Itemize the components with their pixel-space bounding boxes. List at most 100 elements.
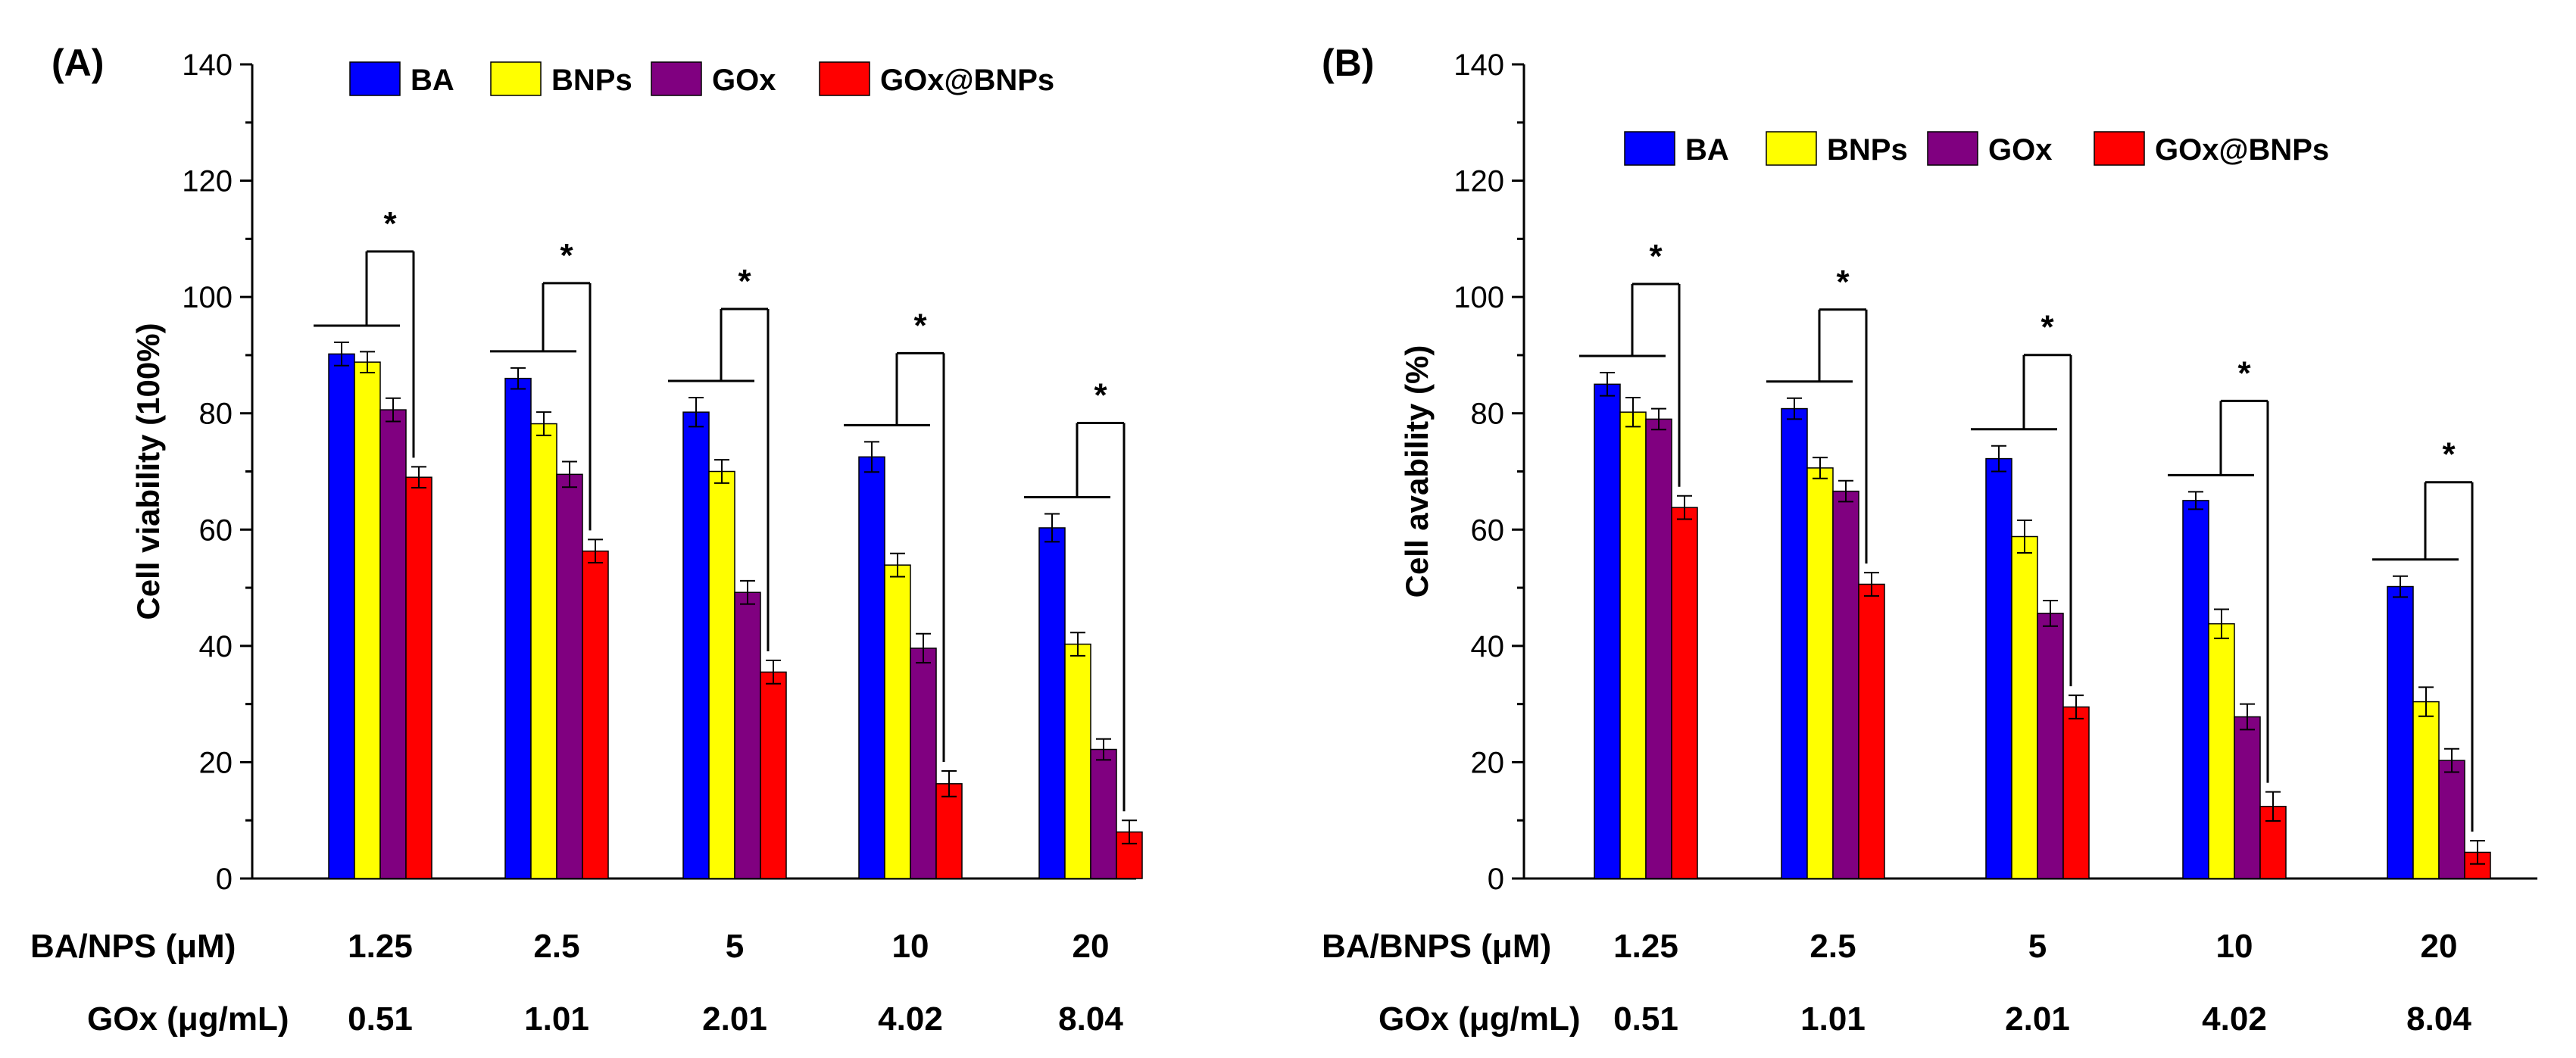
panel-a-row-label-conc: BA/NPS (μM) xyxy=(30,928,236,965)
panel-a-legend-label: BNPs xyxy=(551,64,632,97)
panel-a-y-tick-label: 20 xyxy=(199,746,233,779)
panel-a-sig-star: * xyxy=(560,237,573,274)
panel-a-legend-label: GOx@BNPs xyxy=(880,64,1054,97)
panel-b-gox-value: 4.02 xyxy=(2202,1000,2267,1038)
panel-b-sig-star: * xyxy=(1836,264,1850,301)
panel-a-gox-value: 4.02 xyxy=(878,1000,943,1038)
panel-a-row-label-gox: GOx (μg/mL) xyxy=(87,1000,289,1038)
panel-a-legend-label: BA xyxy=(411,64,454,97)
panel-a-bar-ba xyxy=(504,377,532,879)
panel-b-y-tick-label: 80 xyxy=(1471,398,1505,431)
panel-b-x-tick-label: 2.5 xyxy=(1809,928,1856,965)
panel-b-x-tick-label: 10 xyxy=(2216,928,2253,965)
panel-b-x-tick-label: 20 xyxy=(2421,928,2458,965)
panel-a-legend-swatch-ba xyxy=(349,61,401,96)
panel-a-bar-gox-at-bnps xyxy=(760,671,787,879)
panel-a-y-tick-label: 60 xyxy=(199,513,233,547)
panel-b-bar-ba xyxy=(1594,383,1621,879)
panel-b-bar-gox xyxy=(2037,613,2064,879)
panel-a-label: (A) xyxy=(52,42,104,84)
panel-a-bar-ba xyxy=(682,411,710,879)
panel-a-x-tick-label: 2.5 xyxy=(533,928,579,965)
panel-a-gox-value: 0.51 xyxy=(348,1000,413,1038)
panel-b-legend-label: BNPs xyxy=(1827,133,1908,167)
panel-a-bar-ba xyxy=(1038,527,1066,879)
panel-b-x-tick-label: 1.25 xyxy=(1613,928,1678,965)
panel-b-y-tick-label: 120 xyxy=(1453,165,1504,198)
panel-a-bar-gox xyxy=(1090,748,1117,879)
panel-a-sig-star: * xyxy=(738,263,751,300)
panel-b-gox-value: 0.51 xyxy=(1613,1000,1678,1038)
panel-a-y-tick-label: 140 xyxy=(182,48,233,82)
panel-b-gox-value: 8.04 xyxy=(2406,1000,2471,1038)
panel-a-y-axis-label: Cell viability (100%) xyxy=(130,323,166,620)
panel-a-bar-gox-at-bnps xyxy=(405,476,432,879)
panel-b-y-tick-label: 40 xyxy=(1471,630,1505,663)
panel-a-bar-gox xyxy=(734,591,761,879)
panel-b-bar-bnps xyxy=(1806,467,1834,879)
panel-b-bar-bnps xyxy=(2011,535,2038,879)
panel-b-legend-label: BA xyxy=(1685,133,1729,167)
panel-b-bar-ba xyxy=(1985,457,2012,879)
panel-b-y-axis-label: Cell avability (%) xyxy=(1399,345,1435,598)
panel-a-sig-star: * xyxy=(1094,377,1107,414)
panel-b-bar-ba xyxy=(2387,585,2414,879)
panel-b-y-tick-label: 100 xyxy=(1453,281,1504,314)
panel-a-x-tick-label: 1.25 xyxy=(348,928,413,965)
panel-b-row-label-gox: GOx (μg/mL) xyxy=(1379,1000,1580,1038)
panel-b-y-tick-label: 20 xyxy=(1471,746,1505,779)
panel-b-legend-swatch-gox-at-bnps xyxy=(2094,131,2145,166)
panel-b-bar-bnps xyxy=(2412,701,2440,879)
panel-a-bar-ba xyxy=(858,456,885,879)
panel-a-bar-bnps xyxy=(530,423,557,879)
panel-a-bar-gox xyxy=(910,648,937,879)
panel-a-y-tick-label: 80 xyxy=(199,398,233,431)
panel-a-gox-value: 1.01 xyxy=(524,1000,589,1038)
panel-b-y-tick-label: 0 xyxy=(1488,863,1504,896)
panel-b-bar-gox xyxy=(1645,418,1672,879)
panel-a-legend-swatch-gox xyxy=(651,61,702,96)
panel-b-bar-ba xyxy=(2182,500,2209,879)
panel-b-sig-star: * xyxy=(1649,238,1663,275)
panel-a-bar-bnps xyxy=(1064,643,1091,879)
panel-b-legend-label: GOx@BNPs xyxy=(2155,133,2329,167)
panel-a-bar-gox-at-bnps xyxy=(935,783,963,879)
panel-b-legend-swatch-gox xyxy=(1927,131,1978,166)
panel-a-x-tick-label: 20 xyxy=(1073,928,1110,965)
panel-b-gox-value: 2.01 xyxy=(2005,1000,2070,1038)
panel-a-sig-star: * xyxy=(383,205,397,242)
panel-b-legend-swatch-bnps xyxy=(1766,131,1817,166)
panel-b-sig-star: * xyxy=(2442,436,2456,473)
panel-b-y-tick-label: 140 xyxy=(1453,48,1504,82)
panel-b-bar-gox xyxy=(2438,760,2465,879)
panel-a-y-tick-label: 120 xyxy=(182,165,233,198)
panel-a-gox-value: 8.04 xyxy=(1058,1000,1123,1038)
panel-b-bar-gox xyxy=(1832,490,1859,879)
panel-a-bar-gox xyxy=(556,473,583,879)
panel-b-legend-label: GOx xyxy=(1988,133,2052,167)
panel-b-sig-star: * xyxy=(2237,354,2251,392)
panel-a-legend-swatch-bnps xyxy=(490,61,542,96)
panel-a-bar-bnps xyxy=(884,564,911,879)
panel-a-sig-star: * xyxy=(913,307,927,344)
panel-b-bar-gox xyxy=(2234,716,2261,879)
panel-a-bar-bnps xyxy=(708,470,735,879)
panel-b-row-label-conc: BA/BNPS (μM) xyxy=(1322,928,1551,965)
panel-b-bar-gox-at-bnps xyxy=(1671,507,1698,879)
panel-a-y-tick-label: 0 xyxy=(216,863,233,896)
panel-b-gox-value: 1.01 xyxy=(1800,1000,1866,1038)
panel-b-bar-gox-at-bnps xyxy=(1858,583,1885,879)
panel-a-y-tick-label: 100 xyxy=(182,281,233,314)
panel-b-x-tick-label: 5 xyxy=(2028,928,2047,965)
panel-b-bar-gox-at-bnps xyxy=(2062,706,2090,879)
panel-a-gox-value: 2.01 xyxy=(702,1000,767,1038)
panel-a-bar-ba xyxy=(328,353,355,879)
panel-a-y-tick-label: 40 xyxy=(199,630,233,663)
panel-b-bar-bnps xyxy=(2208,623,2235,879)
panel-a-x-tick-label: 5 xyxy=(726,928,744,965)
panel-a-bar-gox xyxy=(379,409,407,879)
panel-b-label: (B) xyxy=(1322,42,1374,84)
panel-a-bar-gox-at-bnps xyxy=(582,550,609,879)
panel-b-bar-bnps xyxy=(1619,411,1647,879)
